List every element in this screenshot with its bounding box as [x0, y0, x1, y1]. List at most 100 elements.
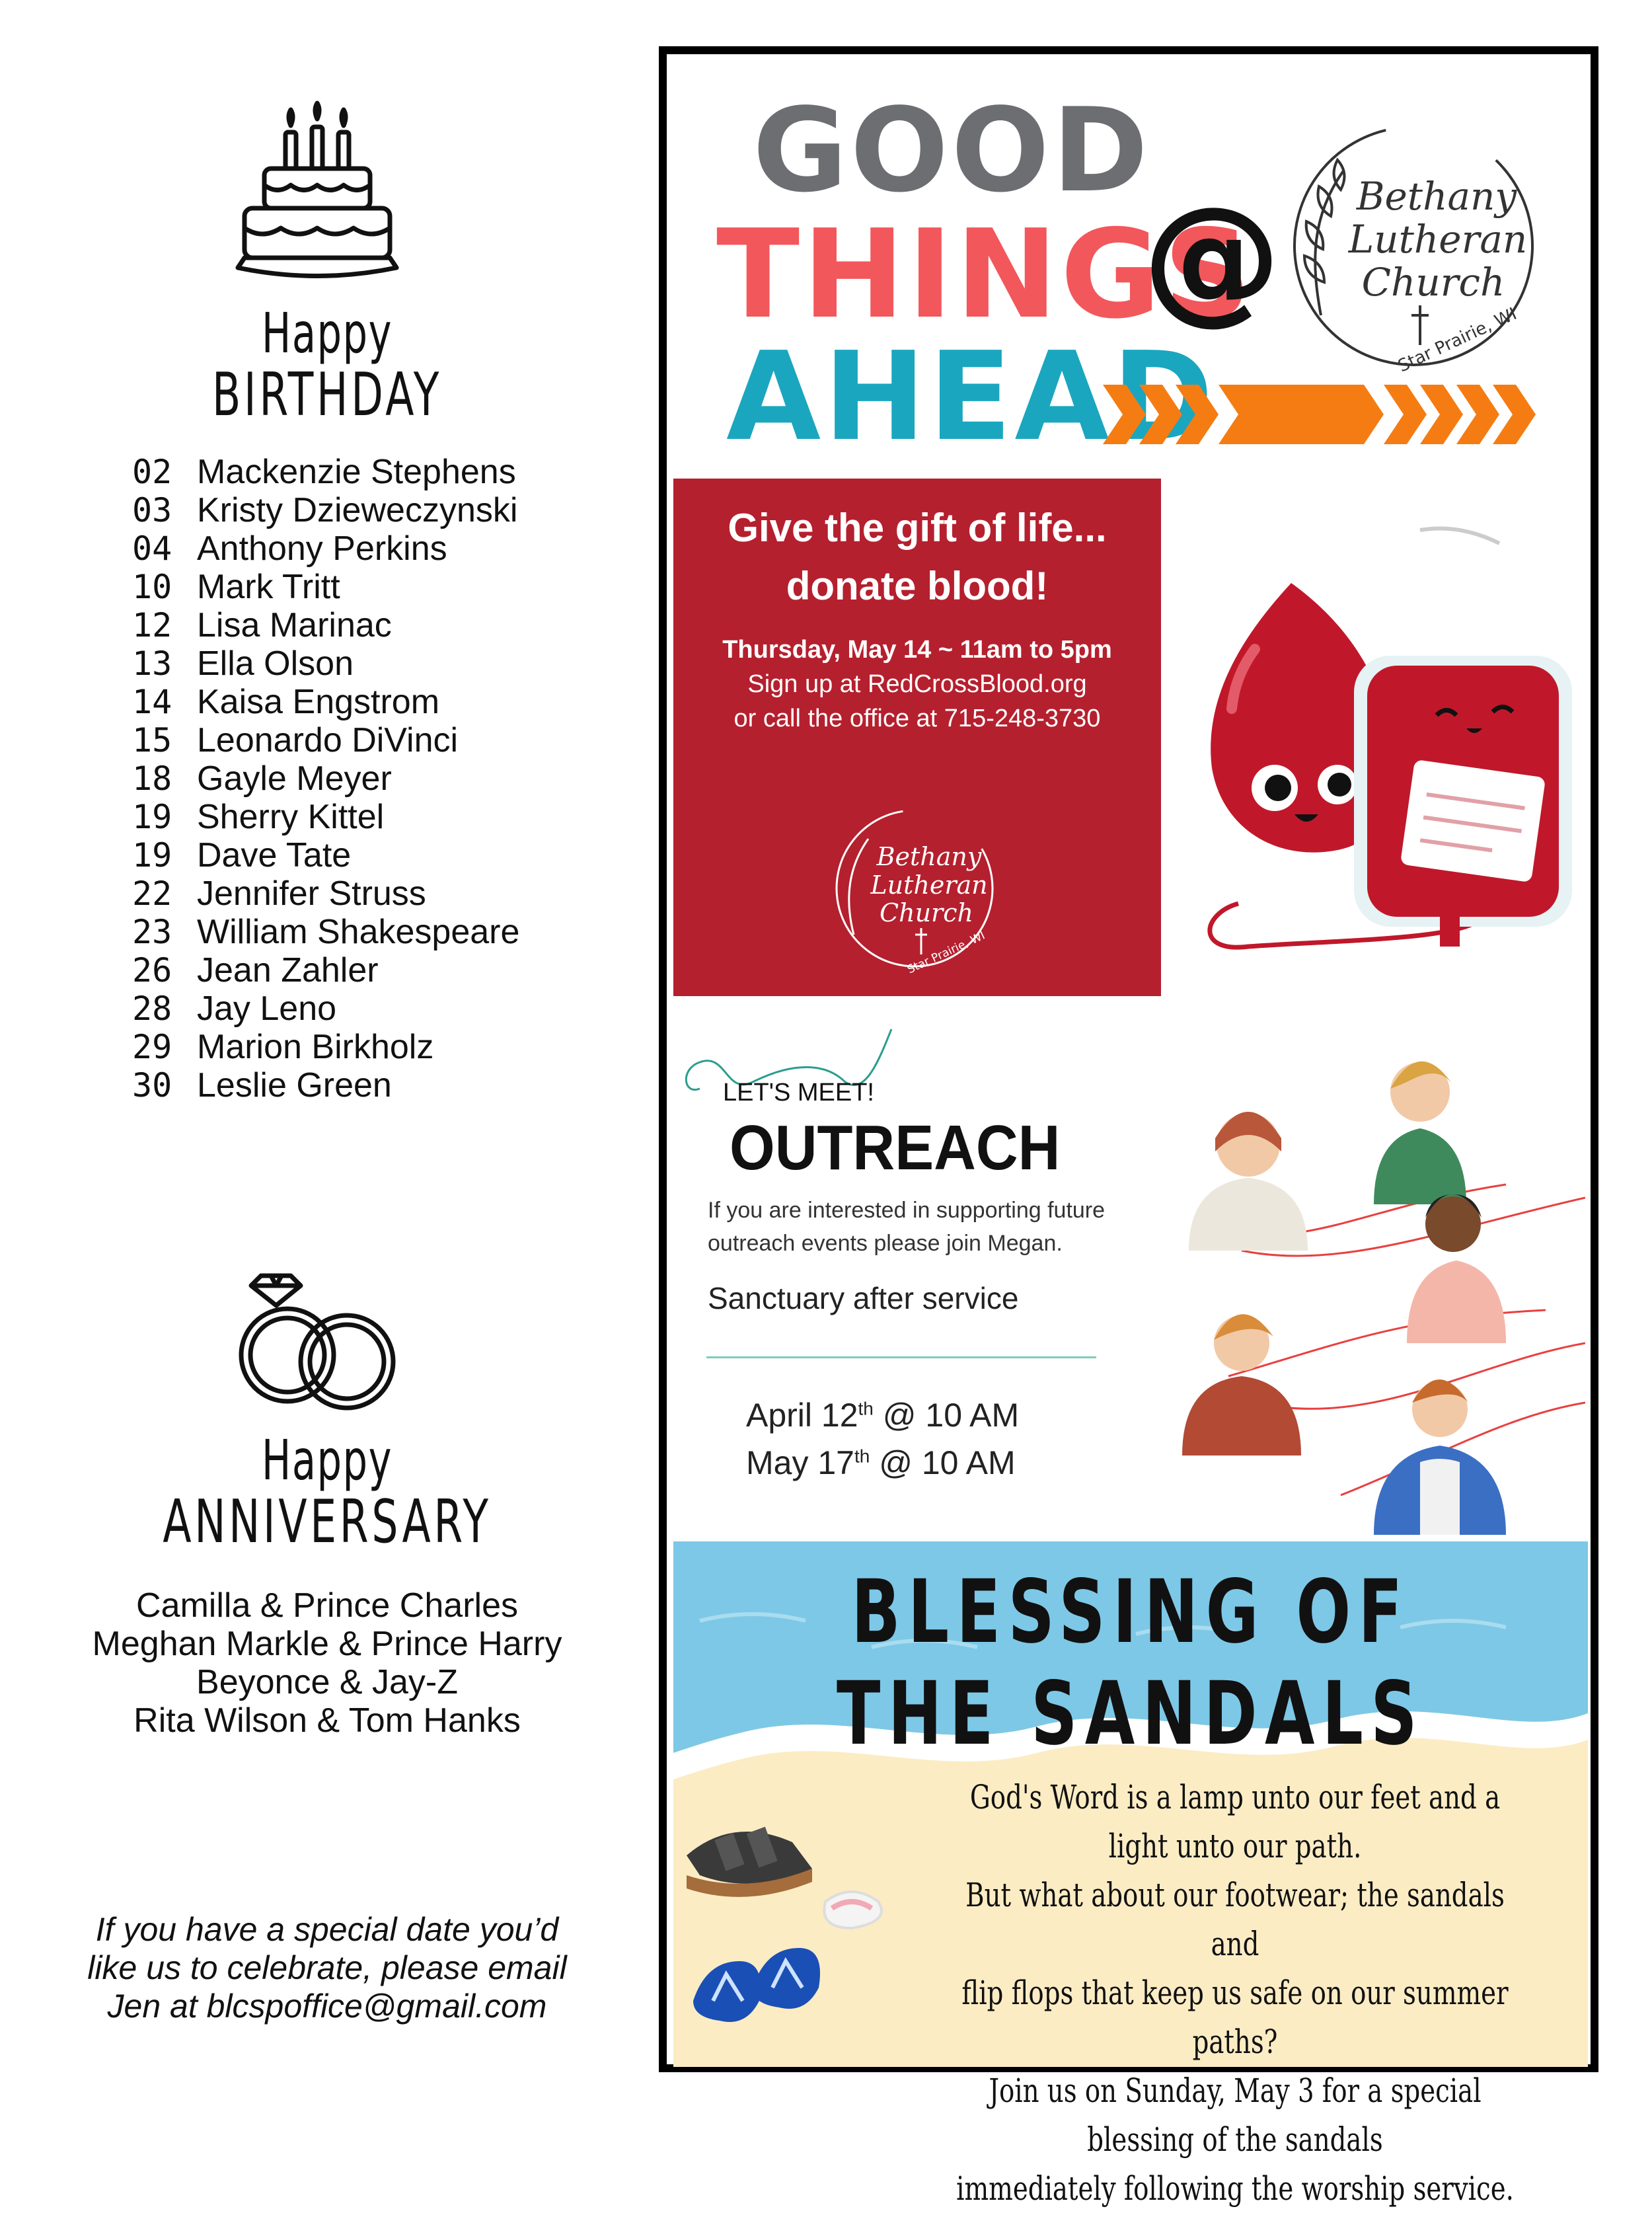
birthday-day: 23 — [132, 913, 172, 951]
list-item: 30 Leslie Green — [132, 1066, 519, 1105]
outreach-kicker: LET'S MEET! — [723, 1079, 874, 1106]
birthday-name: Kristy Dzieweczynski — [197, 491, 518, 529]
list-item: 14 Kaisa Engstrom — [132, 683, 519, 721]
birthday-name: Kaisa Engstrom — [197, 683, 440, 721]
list-item: 28 Jay Leno — [132, 990, 519, 1028]
list-item: 23 William Shakespeare — [132, 913, 519, 951]
birthday-day: 10 — [132, 568, 172, 606]
list-item: 26 Jean Zahler — [132, 951, 519, 990]
outreach-description: If you are interested in supporting futu… — [708, 1198, 1106, 1223]
squiggle-line-icon — [685, 1029, 893, 1091]
birthday-list: 02 Mackenzie Stephens 03 Kristy Dzieweczyn… — [132, 453, 519, 1105]
blood-heading-line1: Give the gift of life... — [728, 506, 1107, 550]
left-column: Happy BIRTHDAY 02 Mackenzie Stephens 03 Kr… — [0, 0, 654, 2138]
events-panel: GOOD THINGS AHEAD @ Bethany Lutheran Chu… — [659, 46, 1598, 2208]
anniversary-heading-top: Happy — [262, 1428, 393, 1493]
birthday-name: William Shakespeare — [197, 913, 520, 951]
birthday-day: 04 — [132, 529, 172, 568]
date-suffix: th — [854, 1446, 870, 1467]
list-item: 22 Jennifer Struss — [132, 874, 519, 913]
outreach-location: Sanctuary after service — [708, 1281, 1019, 1315]
birthday-name: Lisa Marinac — [197, 606, 392, 644]
list-item: Rita Wilson & Tom Hanks — [133, 1701, 521, 1740]
birthday-day: 14 — [132, 683, 172, 721]
date-text: April 12 — [746, 1397, 858, 1434]
birthday-name: Marion Birkholz — [197, 1028, 434, 1066]
birthday-name: Anthony Perkins — [197, 529, 447, 568]
blood-drop-and-bag-illustration — [1207, 526, 1572, 950]
logo-place: Star Prairie, WI — [905, 929, 987, 974]
list-item: Camilla & Prince Charles — [136, 1586, 518, 1625]
note-line: Jen at blcspoffice@gmail.com — [107, 1988, 547, 2025]
sandals-verse: God's Word is a lamp unto our feet and a… — [940, 1773, 1530, 2213]
verse-line: flip flops that keep us safe on our summ… — [961, 1974, 1509, 2061]
orange-arrows-icon — [1103, 385, 1536, 444]
blood-phone: or call the office at 715-248-3730 — [733, 705, 1101, 732]
verse-line: God's Word is a lamp unto our feet and a… — [969, 1778, 1501, 1865]
date-text: May 17 — [746, 1444, 854, 1481]
list-item: 12 Lisa Marinac — [132, 606, 519, 644]
at-symbol: @ — [1143, 176, 1281, 338]
birthday-day: 30 — [132, 1066, 172, 1105]
birthday-day: 03 — [132, 491, 172, 529]
blood-drive-card: Give the gift of life... donate blood! T… — [673, 479, 1161, 996]
celebration-note: If you have a special date you’d like us… — [0, 1910, 654, 2025]
birthday-name: Jennifer Struss — [197, 874, 426, 913]
anniversary-heading: ANNIVERSARY — [163, 1487, 492, 1557]
birthday-day: 12 — [132, 606, 172, 644]
birthday-name: Sherry Kittel — [197, 798, 385, 836]
note-line: If you have a special date you’d — [95, 1911, 559, 1948]
list-item: 18 Gayle Meyer — [132, 759, 519, 798]
outreach-date: April 12th @ 10 AM — [746, 1396, 1019, 1434]
verse-line: immediately following the worship servic… — [956, 2169, 1514, 2208]
list-item: 19 Sherry Kittel — [132, 798, 519, 836]
people-connected-illustration — [1182, 1061, 1585, 1535]
date-time: @ 10 AM — [873, 1397, 1020, 1434]
sandals-title: BLESSING OF THE SANDALS — [836, 1561, 1425, 1765]
note-line: like us to celebrate, please email — [87, 1949, 567, 1986]
beach-background — [673, 1541, 1588, 2067]
birthday-name: Leonardo DiVinci — [197, 721, 459, 759]
birthday-day: 19 — [132, 798, 172, 836]
birthday-day: 18 — [132, 759, 172, 798]
verse-line: Join us on Sunday, May 3 for a special b… — [989, 2072, 1482, 2159]
birthday-name: Jean Zahler — [197, 951, 379, 990]
blessing-of-sandals-card: BLESSING OF THE SANDALS God's Word is a … — [673, 1541, 1588, 2208]
birthday-name: Leslie Green — [197, 1066, 392, 1105]
blood-signup: Sign up at RedCrossBlood.org — [747, 670, 1087, 698]
birthday-name: Gayle Meyer — [197, 759, 392, 798]
list-item: 10 Mark Tritt — [132, 568, 519, 606]
birthday-day: 22 — [132, 874, 172, 913]
list-item: Meghan Markle & Prince Harry — [92, 1625, 562, 1663]
birthday-heading-top: Happy — [262, 301, 393, 366]
anniversary-list: Camilla & Prince Charles Meghan Markle &… — [0, 1586, 654, 1740]
outreach-title: OUTREACH — [730, 1112, 1061, 1183]
banner-word-good: GOOD — [753, 84, 1151, 218]
birthday-name: Jay Leno — [197, 990, 337, 1028]
list-item: 29 Marion Birkholz — [132, 1028, 519, 1066]
date-suffix: th — [858, 1398, 874, 1419]
birthday-day: 13 — [132, 644, 172, 683]
wedding-rings-icon — [239, 1273, 396, 1411]
church-logo: Bethany Lutheran Church Star Prairie, WI — [835, 809, 994, 974]
birthday-name: Dave Tate — [197, 836, 352, 874]
birthday-day: 02 — [132, 453, 172, 491]
birthday-cake-icon — [235, 100, 399, 278]
outreach-date: May 17th @ 10 AM — [746, 1444, 1016, 1482]
logo-line: Church — [1362, 260, 1505, 305]
divider — [706, 1356, 1096, 1358]
birthday-day: 29 — [132, 1028, 172, 1066]
birthday-day: 19 — [132, 836, 172, 874]
birthday-day: 28 — [132, 990, 172, 1028]
verse-line: But what about our footwear; the sandals… — [965, 1876, 1505, 1963]
birthday-name: Ella Olson — [197, 644, 354, 683]
logo-line: Bethany — [876, 842, 982, 871]
blood-heading-line2: donate blood! — [786, 564, 1049, 608]
date-time: @ 10 AM — [870, 1444, 1016, 1481]
list-item: 04 Anthony Perkins — [132, 529, 519, 568]
list-item: 19 Dave Tate — [132, 836, 519, 874]
church-logo: Bethany Lutheran Church Star Prairie, WI — [1293, 126, 1534, 375]
sandals-and-flip-flops-icon — [687, 1826, 883, 2022]
birthday-name: Mark Tritt — [197, 568, 340, 606]
list-item: 13 Ella Olson — [132, 644, 519, 683]
